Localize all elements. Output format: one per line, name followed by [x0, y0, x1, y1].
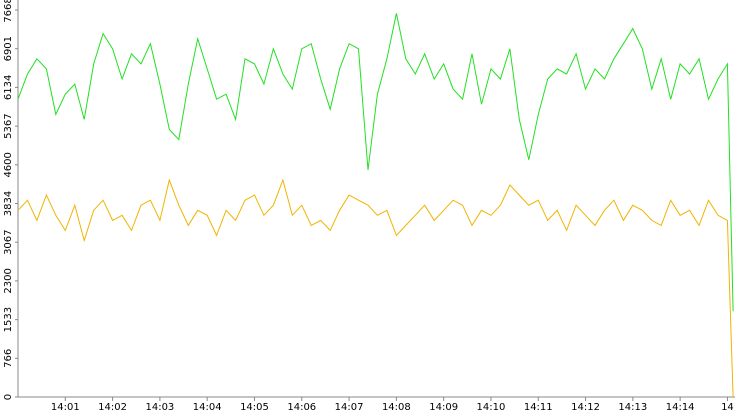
- series-line: [17, 13, 734, 312]
- x-tick-label: 14:10: [477, 402, 506, 413]
- x-tick-label: 14:02: [98, 402, 127, 413]
- x-tick-label: 14:12: [571, 402, 600, 413]
- x-tick-label: 14:07: [335, 402, 364, 413]
- y-tick-label: 6134: [3, 75, 14, 100]
- x-tick-label: 14: [721, 402, 734, 413]
- y-tick-label: 4600: [3, 152, 14, 177]
- y-tick-label: 3834: [3, 191, 14, 216]
- x-tick-label: 14:01: [51, 402, 80, 413]
- x-tick-label: 14:09: [429, 402, 458, 413]
- y-tick-label: 7668: [3, 0, 14, 23]
- x-tick-label: 14:05: [240, 402, 269, 413]
- x-tick-label: 14:08: [382, 402, 411, 413]
- x-tick-label: 14:13: [618, 402, 647, 413]
- x-tick-label: 14:04: [193, 402, 222, 413]
- y-tick-label: 2300: [3, 268, 14, 293]
- y-tick-label: 3067: [3, 229, 14, 254]
- series-line: [17, 178, 734, 398]
- y-tick-label: 6901: [3, 36, 14, 61]
- y-tick-label: 5367: [3, 113, 14, 138]
- y-tick-label: 1533: [3, 307, 14, 332]
- x-tick-label: 14:14: [666, 402, 695, 413]
- y-tick-label: 766: [3, 349, 14, 368]
- x-tick-label: 14:03: [145, 402, 174, 413]
- x-tick-label: 14:06: [287, 402, 316, 413]
- x-tick-label: 14:11: [524, 402, 553, 413]
- y-tick-label: 0: [3, 394, 14, 400]
